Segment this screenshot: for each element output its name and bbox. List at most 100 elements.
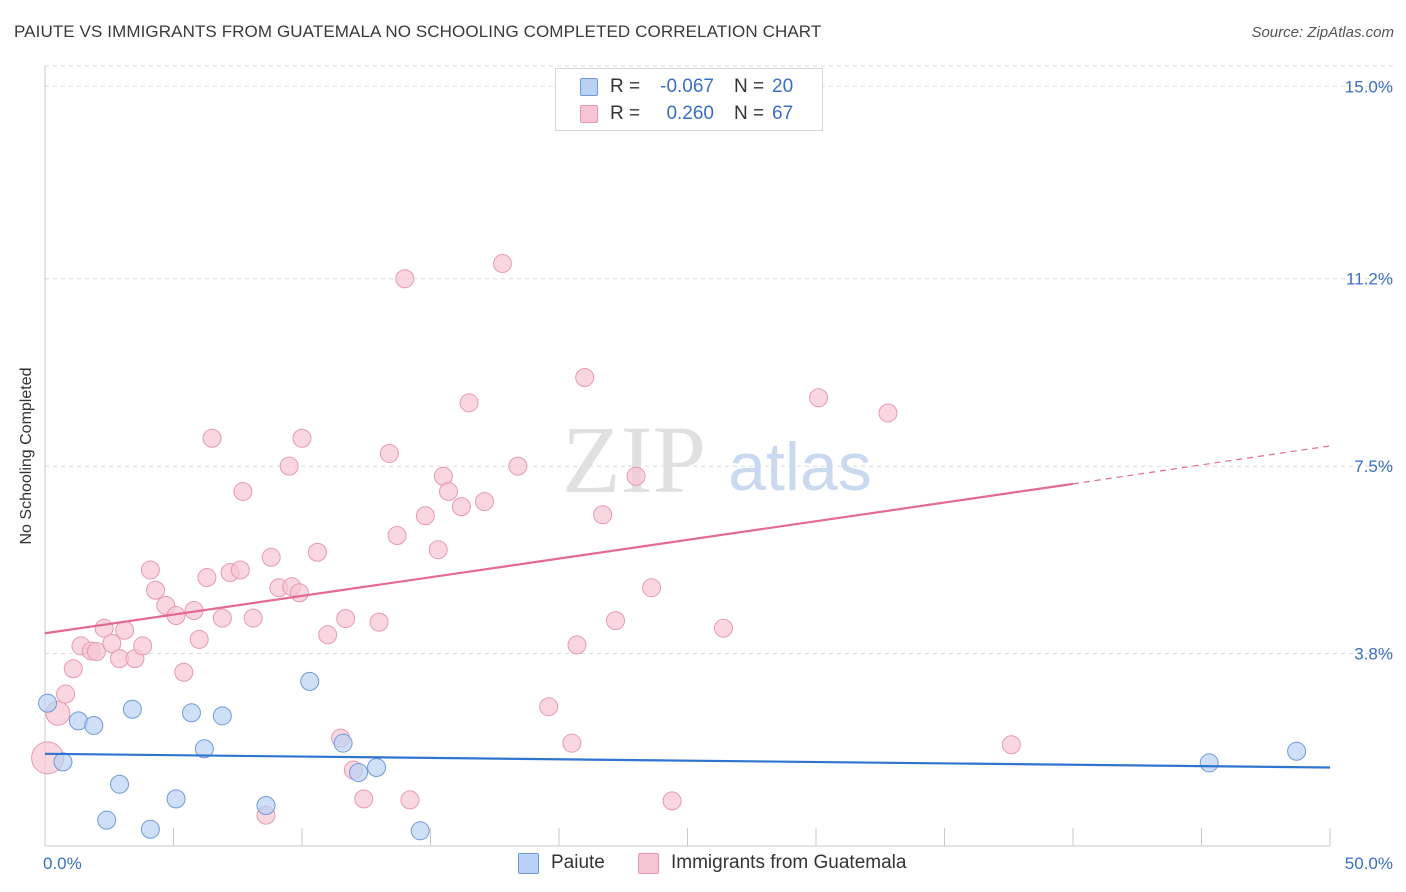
point-guatemala [642, 578, 662, 598]
point-paiute [1199, 753, 1219, 773]
legend-item-paiute[interactable]: Paiute [518, 852, 605, 874]
point-guatemala [539, 697, 559, 717]
point-guatemala [474, 492, 494, 512]
point-paiute [166, 789, 186, 809]
point-guatemala [63, 659, 83, 679]
y-tick-label: 3.8% [1354, 645, 1393, 664]
point-paiute [256, 795, 276, 815]
legend-n-value-paiute: 20 [772, 76, 794, 97]
point-guatemala [379, 443, 399, 463]
point-paiute [333, 733, 353, 753]
legend-r-label: R = [610, 103, 641, 124]
point-guatemala [400, 790, 420, 810]
point-guatemala [562, 733, 582, 753]
point-guatemala [415, 506, 435, 526]
point-guatemala [230, 560, 250, 580]
point-guatemala [140, 560, 160, 580]
legend-r-value-paiute: -0.067 [660, 76, 714, 97]
point-guatemala [202, 428, 222, 448]
point-guatemala [133, 636, 153, 656]
legend-n-value-guatemala: 67 [772, 103, 794, 124]
legend-label-guatemala: Immigrants from Guatemala [671, 852, 907, 873]
point-guatemala [261, 547, 281, 567]
point-guatemala [387, 526, 407, 546]
point-paiute [110, 774, 130, 794]
point-guatemala [289, 583, 309, 603]
point-paiute [53, 752, 73, 772]
watermark-zip: ZIP [562, 406, 706, 513]
point-guatemala [197, 568, 217, 588]
legend-n-label: N = [734, 103, 765, 124]
point-guatemala [451, 497, 471, 517]
axes [44, 66, 1331, 847]
point-guatemala [395, 269, 415, 289]
point-guatemala [606, 611, 626, 631]
legend-n-label: N = [734, 76, 765, 97]
point-paiute [349, 763, 369, 783]
point-guatemala [459, 393, 479, 413]
legend-label-paiute: Paiute [551, 852, 605, 873]
legend-swatch-guatemala [580, 105, 598, 123]
stats-legend: R = -0.067 N = 20 R = 0.260 N = 67 [555, 68, 823, 131]
watermark-atlas: atlas [728, 429, 872, 505]
point-paiute [97, 810, 117, 830]
point-guatemala [438, 481, 458, 501]
point-guatemala [336, 609, 356, 629]
point-guatemala [575, 367, 595, 387]
point-guatemala [492, 254, 512, 274]
x-tick-label: 50.0% [1345, 854, 1393, 873]
y-tick-label: 11.2% [1346, 270, 1393, 289]
point-guatemala [243, 608, 263, 628]
point-guatemala [292, 428, 312, 448]
series-paiute-points [38, 671, 1307, 841]
point-guatemala [593, 505, 613, 525]
point-paiute [300, 671, 320, 691]
legend-r-value-guatemala: 0.260 [666, 103, 714, 124]
trend-line-guatemala-extension [1072, 445, 1331, 485]
point-guatemala [102, 633, 122, 653]
point-paiute [122, 699, 142, 719]
point-paiute [84, 715, 104, 735]
point-guatemala [354, 789, 374, 809]
point-guatemala [428, 540, 448, 560]
y-tick-label: 15.0% [1345, 77, 1393, 96]
legend-r-label: R = [610, 76, 641, 97]
point-guatemala [878, 403, 898, 423]
point-paiute [410, 821, 430, 841]
point-paiute [38, 693, 58, 713]
point-guatemala [809, 388, 829, 408]
point-guatemala [626, 466, 646, 486]
point-guatemala [189, 629, 209, 649]
legend-row-guatemala: R = 0.260 N = 67 [580, 101, 793, 127]
point-guatemala [662, 791, 682, 811]
point-guatemala [508, 456, 528, 476]
legend-swatch-paiute [518, 852, 539, 874]
chart-title: PAIUTE VS IMMIGRANTS FROM GUATEMALA NO S… [14, 22, 822, 41]
point-guatemala [713, 618, 733, 638]
point-guatemala [318, 625, 338, 645]
x-tick-label: 0.0% [43, 854, 82, 873]
point-guatemala [212, 608, 232, 628]
series-guatemala-points [31, 254, 1021, 825]
trend-line-guatemala [44, 482, 1074, 635]
source-label: Source: ZipAtlas.com [1251, 24, 1394, 41]
point-guatemala [146, 580, 166, 600]
point-paiute [212, 706, 232, 726]
legend-swatch-guatemala [638, 852, 659, 874]
point-guatemala [279, 456, 299, 476]
point-guatemala [307, 542, 327, 562]
point-guatemala [174, 662, 194, 682]
point-guatemala [369, 612, 389, 632]
point-paiute [181, 703, 201, 723]
point-guatemala [1001, 735, 1021, 755]
point-paiute [140, 819, 160, 839]
watermark: ZIP atlas [562, 406, 872, 513]
legend-row-paiute: R = -0.067 N = 20 [580, 74, 793, 100]
x-tick-labels: 0.0% 50.0% [43, 854, 1393, 873]
trend-lines [44, 445, 1331, 769]
point-paiute [367, 757, 387, 777]
legend-item-guatemala[interactable]: Immigrants from Guatemala [638, 852, 906, 874]
y-tick-label: 7.5% [1354, 457, 1393, 476]
point-guatemala [233, 481, 253, 501]
